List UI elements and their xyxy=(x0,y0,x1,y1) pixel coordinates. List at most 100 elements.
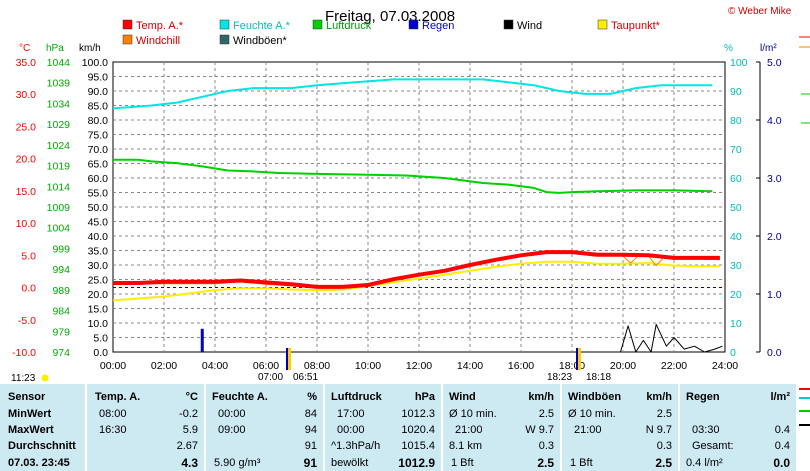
rain-tick-label: 0.0 xyxy=(767,347,782,359)
x-tick-label: 10:00 xyxy=(355,360,381,372)
sun-icon xyxy=(42,375,49,382)
legend-swatch xyxy=(220,20,229,29)
pressure-min-value: 1012.3 xyxy=(401,408,435,420)
wind-tick-label: 75.0 xyxy=(88,130,109,142)
x-tick-label: 02:00 xyxy=(151,360,177,372)
wind-tick-label: 100.0 xyxy=(82,57,108,69)
pressure-tick-label: 1039 xyxy=(47,78,71,90)
legend-label: Feuchte A.* xyxy=(233,20,291,32)
x-tick-label: 00:00 xyxy=(100,360,126,372)
temp-current-value: 4.3 xyxy=(181,456,198,470)
temp-tick-label: 5.0 xyxy=(21,250,36,262)
legend-label: Regen xyxy=(422,20,454,32)
humidity-tick-label: 90 xyxy=(730,86,742,98)
legend-label: Taupunkt* xyxy=(611,20,661,32)
humidity-unit: % xyxy=(307,391,317,403)
temp-tick-label: -10.0 xyxy=(12,347,36,359)
pressure-tick-label: 994 xyxy=(52,264,70,276)
wind-header: Wind xyxy=(449,391,476,403)
humidity-min-time: 00:00 xyxy=(218,408,246,420)
wind-tick-label: 35.0 xyxy=(88,246,109,258)
pressure-avg-value: 1015.4 xyxy=(401,440,435,452)
rain-max-value: 0.4 xyxy=(775,424,790,436)
legend-label: Windchill xyxy=(136,35,180,47)
temp-axis-title: °C xyxy=(19,43,30,54)
weather-chart: Freitag, 07.03.2008 © Weber Mike Temp. A… xyxy=(0,0,810,384)
temp-tick-label: 30.0 xyxy=(16,89,37,101)
humidity-tick-label: 80 xyxy=(730,115,742,127)
rain-axis-title: l/m² xyxy=(760,43,777,54)
rain-section: Regen l/m² 03:30 0.4 Gesamt: 0.4 0.4 l/m… xyxy=(680,384,796,471)
rain-total-label: Gesamt: xyxy=(692,440,734,452)
pressure-tick-label: 1019 xyxy=(47,161,71,173)
pressure-tick-label: 1014 xyxy=(47,181,71,193)
wind-distance: 8.1 km xyxy=(449,440,482,452)
rain-today: 0.4 l/m² xyxy=(686,457,723,469)
x-tick-label: 12:00 xyxy=(406,360,432,372)
pressure-forecast: bewölkt xyxy=(331,457,368,469)
legend-swatch xyxy=(409,20,418,29)
legend-swatch xyxy=(123,35,132,44)
sunset-label: 18:23 xyxy=(547,372,572,383)
sensor-header: Sensor xyxy=(8,391,45,403)
humidity-header: Feuchte A. xyxy=(212,391,268,403)
wind-tick-label: 65.0 xyxy=(88,159,109,171)
sunrise-marker-fill xyxy=(288,348,291,370)
wind-avg-label: Ø 10 min. xyxy=(449,408,497,420)
temp-tick-label: 0.0 xyxy=(21,283,36,295)
wind-tick-label: 55.0 xyxy=(88,188,109,200)
pressure-tick-label: 974 xyxy=(52,347,70,359)
gusts-avg-value: 0.3 xyxy=(657,440,672,452)
x-tick-label: 14:00 xyxy=(457,360,483,372)
x-tick-label: 22:00 xyxy=(661,360,687,372)
pressure-trend: ^1.3hPa/h xyxy=(331,440,380,452)
gusts-avg-label: Ø 10 min. xyxy=(568,408,616,420)
wind-avg-value: 0.3 xyxy=(539,440,554,452)
gusts-avg10-value: 2.5 xyxy=(657,408,672,420)
wind-tick-label: 10.0 xyxy=(88,318,109,330)
legend-swatch xyxy=(123,20,132,29)
pressure-tick-label: 979 xyxy=(52,326,70,338)
temp-tick-label: 25.0 xyxy=(16,121,37,133)
temp-unit: °C xyxy=(186,391,198,403)
panel-edge-marks xyxy=(799,384,810,471)
pressure-tick-label: 1004 xyxy=(47,223,71,235)
temp-min-value: -0.2 xyxy=(179,408,198,420)
x-tick-label: 18:00 xyxy=(559,360,585,372)
pressure-axis-title: hPa xyxy=(46,43,64,54)
sunset-label-2: 18:18 xyxy=(586,372,611,383)
temp-header: Temp. A. xyxy=(95,391,140,403)
pressure-max-value: 1020.4 xyxy=(401,424,435,436)
wind-tick-label: 85.0 xyxy=(88,101,109,113)
humidity-max-value: 94 xyxy=(305,424,317,436)
wind-tick-label: 60.0 xyxy=(88,173,109,185)
rain-header: Regen xyxy=(686,391,720,403)
wind-tick-label: 20.0 xyxy=(88,289,109,301)
stats-panel: Sensor MinWert MaxWert Durchschnitt 07.0… xyxy=(0,384,810,471)
wind-tick-label: 70.0 xyxy=(88,144,109,156)
current-time-label: 11:23 xyxy=(11,373,36,384)
pressure-tick-label: 1024 xyxy=(47,140,71,152)
wind-tick-label: 50.0 xyxy=(88,202,109,214)
pressure-min-time: 17:00 xyxy=(337,408,365,420)
temp-max-time: 16:30 xyxy=(99,424,127,436)
temp-tick-label: 35.0 xyxy=(16,57,37,69)
sunrise-label: 07:00 xyxy=(258,372,283,383)
humidity-tick-label: 60 xyxy=(730,173,742,185)
rain-max-time: 03:30 xyxy=(692,424,720,436)
x-tick-label: 20:00 xyxy=(610,360,636,372)
pressure-tick-label: 1029 xyxy=(47,119,71,131)
humidity-tick-label: 70 xyxy=(730,144,742,156)
temp-min-time: 08:00 xyxy=(99,408,127,420)
legend-swatch xyxy=(220,35,229,44)
wind-tick-label: 95.0 xyxy=(88,72,109,84)
pressure-tick-label: 989 xyxy=(52,285,70,297)
legend-swatch xyxy=(598,20,607,29)
row-label-min: MinWert xyxy=(8,408,51,420)
humidity-current-value: 91 xyxy=(304,456,317,470)
wind-max-time: 21:00 xyxy=(455,424,483,436)
rain-bar xyxy=(201,329,204,352)
wind-tick-label: 5.0 xyxy=(93,333,108,345)
humidity-tick-label: 0 xyxy=(730,347,736,359)
rain-tick-label: 3.0 xyxy=(767,173,782,185)
